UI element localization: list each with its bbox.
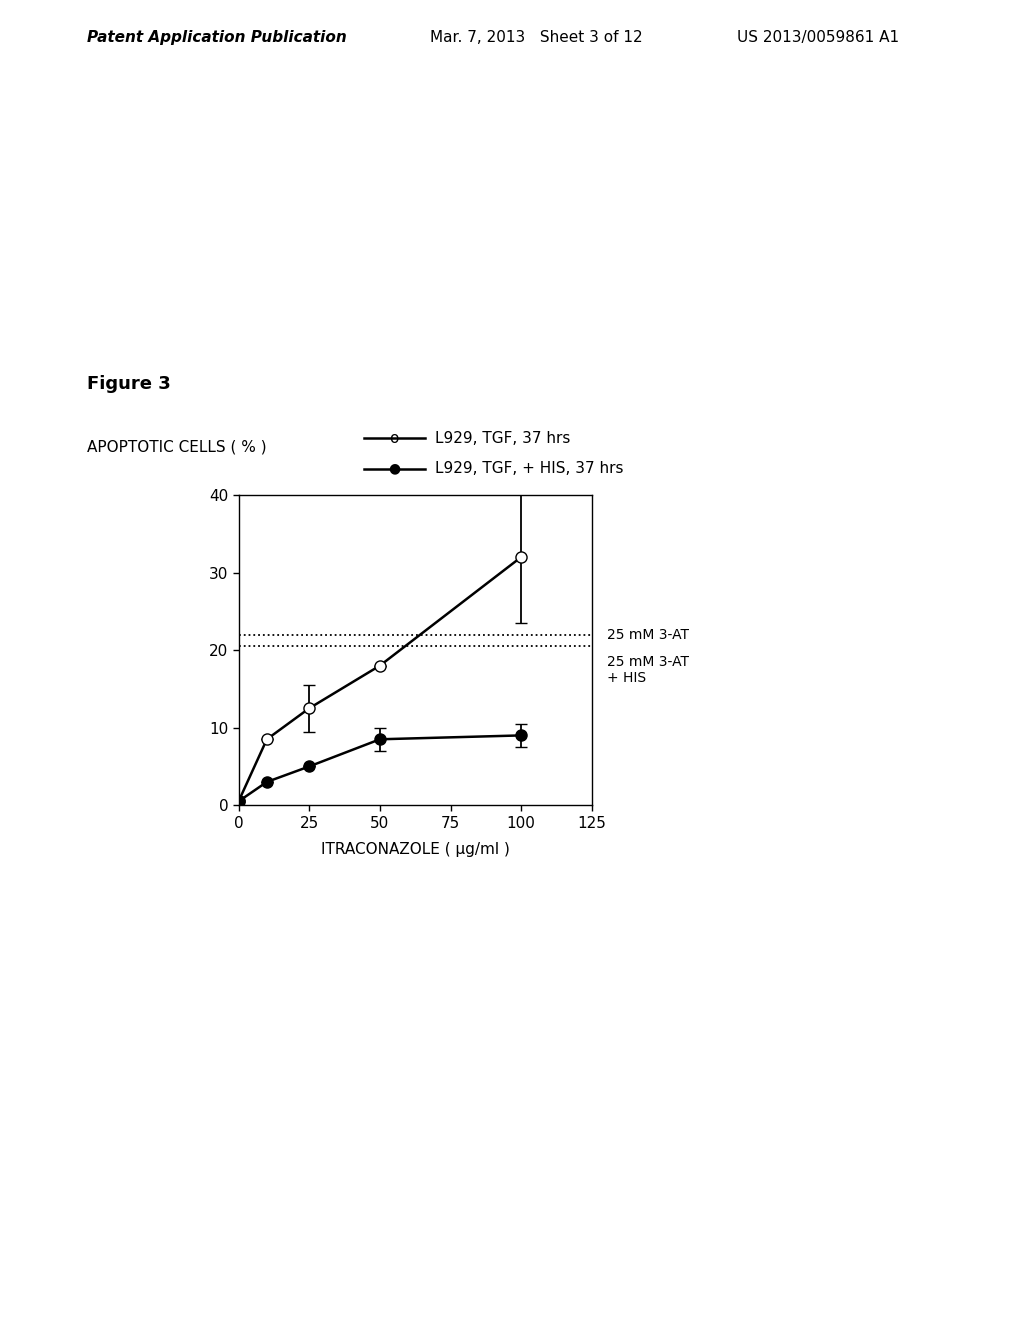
Text: Patent Application Publication: Patent Application Publication xyxy=(87,30,347,45)
Text: L929, TGF, 37 hrs: L929, TGF, 37 hrs xyxy=(435,430,570,446)
Text: ●: ● xyxy=(388,462,400,475)
Text: 25 mM 3-AT: 25 mM 3-AT xyxy=(607,627,689,642)
Text: Figure 3: Figure 3 xyxy=(87,375,171,393)
Text: L929, TGF, + HIS, 37 hrs: L929, TGF, + HIS, 37 hrs xyxy=(435,461,624,477)
Text: o: o xyxy=(389,430,399,446)
Text: Mar. 7, 2013   Sheet 3 of 12: Mar. 7, 2013 Sheet 3 of 12 xyxy=(430,30,643,45)
Text: APOPTOTIC CELLS ( % ): APOPTOTIC CELLS ( % ) xyxy=(87,440,266,454)
Text: 25 mM 3-AT
+ HIS: 25 mM 3-AT + HIS xyxy=(607,655,689,685)
Text: US 2013/0059861 A1: US 2013/0059861 A1 xyxy=(737,30,899,45)
X-axis label: ITRACONAZOLE ( μg/ml ): ITRACONAZOLE ( μg/ml ) xyxy=(321,842,510,857)
